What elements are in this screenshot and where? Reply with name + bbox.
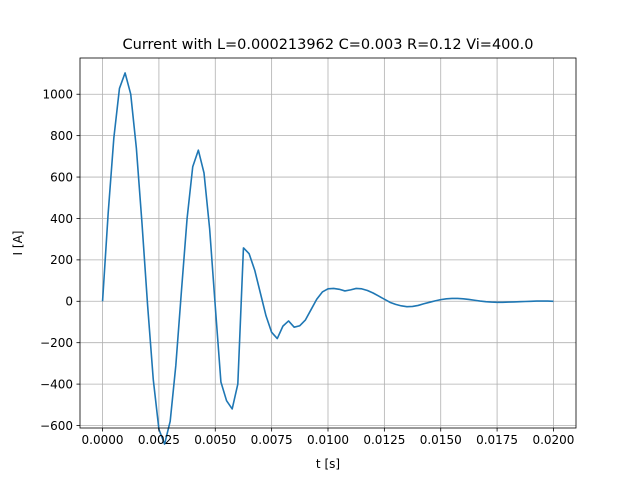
x-tick-label: 0.0000 <box>82 433 124 447</box>
y-axis-label: I [A] <box>11 231 25 256</box>
x-tick-label: 0.0025 <box>138 433 180 447</box>
x-tick-label: 0.0100 <box>307 433 349 447</box>
x-tick-label: 0.0050 <box>194 433 236 447</box>
x-tick-label: 0.0200 <box>532 433 574 447</box>
x-axis-label: t [s] <box>316 457 340 471</box>
y-tick-label: −600 <box>40 419 73 433</box>
y-tick-label: −200 <box>40 336 73 350</box>
y-tick-label: 0 <box>65 295 73 309</box>
y-tick-label: 800 <box>50 129 73 143</box>
y-tick-label: −400 <box>40 377 73 391</box>
grid <box>80 58 576 428</box>
chart-title: Current with L=0.000213962 C=0.003 R=0.1… <box>123 37 534 53</box>
series-line <box>101 72 554 445</box>
ticks: 0.0000 0.0025 0.0050 0.0075 0.0100 0.0125 0.01… <box>40 88 574 447</box>
x-tick-label: 0.0175 <box>476 433 518 447</box>
x-tick-label: 0.0075 <box>251 433 293 447</box>
x-tick-label: 0.0150 <box>420 433 462 447</box>
y-tick-label: 400 <box>50 212 73 226</box>
y-tick-label: 1000 <box>42 88 73 102</box>
x-tick-label: 0.0125 <box>363 433 405 447</box>
y-tick-label: 200 <box>50 253 73 267</box>
series-layer <box>101 72 554 445</box>
y-tick-label: 600 <box>50 170 73 184</box>
